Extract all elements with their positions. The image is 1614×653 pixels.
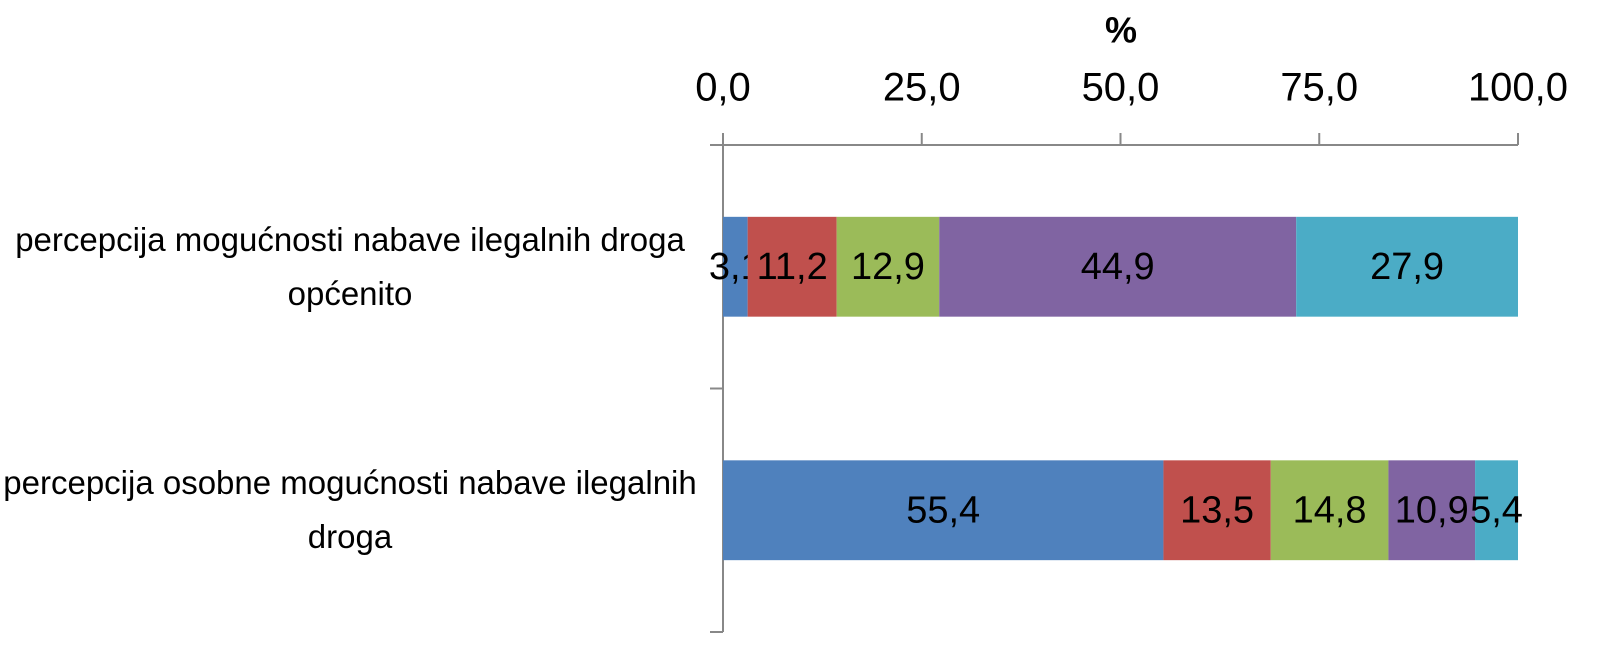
data-label: 44,9 [1081, 246, 1155, 288]
data-label: 12,9 [851, 246, 925, 288]
data-label: 55,4 [906, 489, 980, 531]
bar-segment [723, 460, 1164, 561]
bar-segment [1388, 460, 1476, 561]
bar-segment [1296, 216, 1518, 317]
bar-segment [1475, 460, 1518, 561]
bar-segment [747, 216, 837, 317]
data-label: 5,4 [1470, 489, 1523, 531]
bar-segment [723, 216, 748, 317]
x-tick-label: 25,0 [883, 66, 961, 110]
x-tick-label: 50,0 [1082, 66, 1160, 110]
x-tick-label: 75,0 [1280, 66, 1358, 110]
y-tick-label: percepcija mogućnosti nabave ilegalnih d… [15, 220, 685, 312]
y-tick-label: percepcija osobne mogućnosti nabave ileg… [3, 464, 697, 556]
data-label: 27,9 [1370, 246, 1444, 288]
x-tick-label: 100,0 [1468, 66, 1568, 110]
x-tick-label: 0,0 [695, 66, 751, 110]
bar-segment [1163, 460, 1271, 561]
data-label: 11,2 [757, 246, 828, 288]
bar-segment [939, 216, 1297, 317]
data-label: 10,9 [1395, 489, 1469, 531]
data-label: 14,8 [1293, 489, 1367, 531]
bar-segment [1270, 460, 1389, 561]
axis-title: % [1105, 10, 1137, 51]
data-label: 13,5 [1180, 489, 1254, 531]
bar-segment [836, 216, 940, 317]
